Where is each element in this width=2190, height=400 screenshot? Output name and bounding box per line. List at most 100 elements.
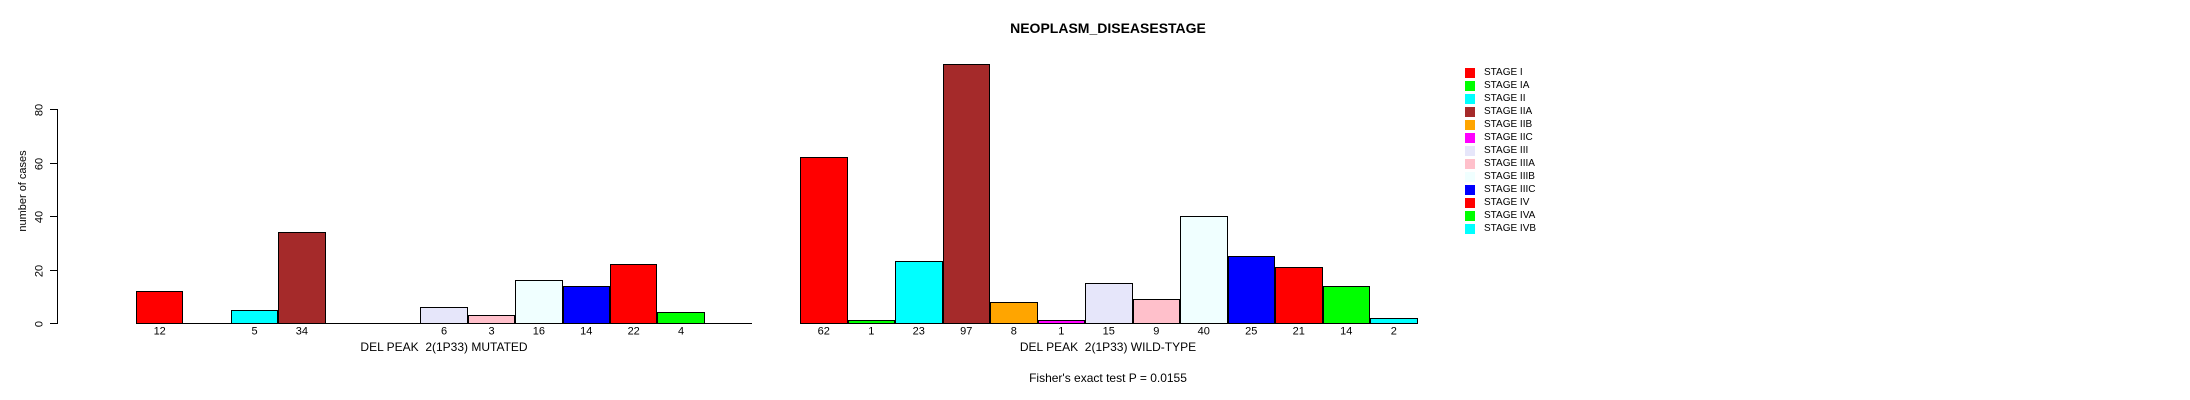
y-axis-tick-label: 20	[33, 264, 46, 277]
legend-item-label: STAGE IVB	[1484, 222, 1537, 234]
bar-stage-iii-group1	[420, 307, 468, 324]
group-label-mutated: DEL PEAK 2(1P33) MUTATED	[360, 340, 528, 354]
legend-item: STAGE II	[1465, 92, 1536, 105]
legend-item: STAGE IIIC	[1465, 183, 1536, 196]
legend-item-label: STAGE III	[1484, 144, 1529, 156]
legend-color-swatch	[1465, 210, 1475, 221]
legend-color-swatch	[1465, 132, 1475, 143]
bar-value-label: 9	[1153, 325, 1160, 338]
y-axis-tick	[50, 109, 57, 110]
legend-item-label: STAGE IIC	[1484, 131, 1533, 143]
legend-color-swatch	[1465, 184, 1475, 195]
bar-value-label: 5	[251, 325, 258, 338]
bar-value-label: 34	[295, 325, 309, 338]
bar-stage-iv-group1	[610, 264, 657, 324]
y-axis-tick-label: 80	[33, 103, 46, 116]
chart-title: NEOPLASM_DISEASESTAGE	[1010, 20, 1206, 36]
bar-stage-iia-group1	[278, 232, 326, 324]
y-axis-label: number of cases	[17, 150, 29, 232]
bar-value-label: 14	[1340, 325, 1353, 338]
legend-item-label: STAGE IV	[1484, 196, 1530, 208]
legend-item-label: STAGE IIIC	[1484, 183, 1536, 195]
bar-value-label: 2	[1390, 325, 1397, 338]
bar-stage-iiib-group2	[1180, 216, 1228, 324]
bar-stage-ia-group2	[848, 320, 895, 324]
bar-stage-ii-group2	[895, 261, 943, 324]
y-axis-tick	[50, 163, 57, 164]
legend-item-label: STAGE IIIB	[1484, 170, 1535, 182]
bar-value-label: 23	[912, 325, 925, 338]
y-axis-tick	[50, 270, 57, 271]
bar-stage-iiia-group1	[468, 315, 515, 324]
bar-stage-iiic-group1	[563, 286, 610, 324]
legend-color-swatch	[1465, 223, 1475, 234]
legend-item-label: STAGE II	[1484, 92, 1526, 104]
bar-stage-iib-group2	[990, 302, 1038, 324]
legend-item: STAGE IVB	[1465, 222, 1536, 235]
y-axis-tick-label: 40	[33, 210, 46, 223]
bar-stage-i-group2	[800, 157, 848, 324]
bar-value-label: 8	[1010, 325, 1017, 338]
legend-color-swatch	[1465, 119, 1475, 130]
legend-color-swatch	[1465, 106, 1475, 117]
legend-item-label: STAGE IIA	[1484, 105, 1533, 117]
legend-item-label: STAGE IA	[1484, 79, 1530, 91]
legend-item: STAGE IVA	[1465, 209, 1536, 222]
legend-color-swatch	[1465, 158, 1475, 169]
bar-value-label: 21	[1292, 325, 1305, 338]
bar-stage-iva-group2	[1323, 286, 1370, 324]
legend-color-swatch	[1465, 197, 1475, 208]
bar-value-label: 14	[580, 325, 593, 338]
y-axis-line	[57, 109, 58, 324]
legend-item: STAGE IIA	[1465, 105, 1536, 118]
legend-item: STAGE III	[1465, 144, 1536, 157]
legend-item: STAGE IIC	[1465, 131, 1536, 144]
bar-value-label: 16	[532, 325, 546, 338]
y-axis-tick	[50, 216, 57, 217]
legend-item-label: STAGE IIIA	[1484, 157, 1535, 169]
bar-value-label: 97	[960, 325, 973, 338]
bar-stage-iia-group2	[943, 64, 990, 324]
y-axis-tick-label: 60	[33, 157, 46, 170]
legend-item: STAGE I	[1465, 66, 1536, 79]
bar-value-label: 25	[1245, 325, 1258, 338]
legend-color-swatch	[1465, 145, 1475, 156]
bar-stage-iiic-group2	[1228, 256, 1275, 324]
legend-item-label: STAGE I	[1484, 66, 1523, 78]
bar-stage-iiib-group1	[515, 280, 563, 324]
bar-value-label: 1	[868, 325, 875, 338]
legend-color-swatch	[1465, 171, 1475, 182]
legend-item: STAGE IIB	[1465, 118, 1536, 131]
y-axis-tick	[50, 323, 57, 324]
bar-value-label: 4	[678, 325, 685, 338]
legend-color-swatch	[1465, 80, 1475, 91]
group-label-wild-type: DEL PEAK 2(1P33) WILD-TYPE	[1019, 340, 1197, 354]
bar-stage-ii-group1	[231, 310, 278, 324]
fisher-test-annotation: Fisher's exact test P = 0.0155	[1029, 371, 1187, 385]
legend-item: STAGE IIIA	[1465, 157, 1536, 170]
bar-value-label: 62	[817, 325, 830, 338]
bar-stage-iic-group2	[1038, 320, 1085, 324]
bar-value-label: 40	[1197, 325, 1210, 338]
legend-item-label: STAGE IIB	[1484, 118, 1533, 130]
legend-item: STAGE IIIB	[1465, 170, 1536, 183]
legend-item: STAGE IA	[1465, 79, 1536, 92]
bar-stage-iv-group2	[1275, 267, 1323, 324]
bar-value-label: 12	[153, 325, 166, 338]
bar-stage-i-group1	[136, 291, 183, 324]
bar-stage-iva-group1	[657, 312, 705, 324]
bar-stage-iii-group2	[1085, 283, 1133, 324]
y-axis-tick-label: 0	[33, 320, 46, 327]
bar-value-label: 1	[1058, 325, 1065, 338]
legend-color-swatch	[1465, 93, 1475, 104]
legend: STAGE I STAGE IA STAGE II STAGE IIA STAGE II…	[1465, 66, 1536, 235]
legend-item-label: STAGE IVA	[1484, 209, 1536, 221]
bar-stage-ivb-group2	[1370, 318, 1418, 324]
legend-color-swatch	[1465, 67, 1475, 78]
bar-value-label: 3	[488, 325, 495, 338]
legend-item: STAGE IV	[1465, 196, 1536, 209]
bar-stage-iiia-group2	[1133, 299, 1180, 324]
bar-value-label: 22	[627, 325, 640, 338]
bar-value-label: 15	[1102, 325, 1115, 338]
